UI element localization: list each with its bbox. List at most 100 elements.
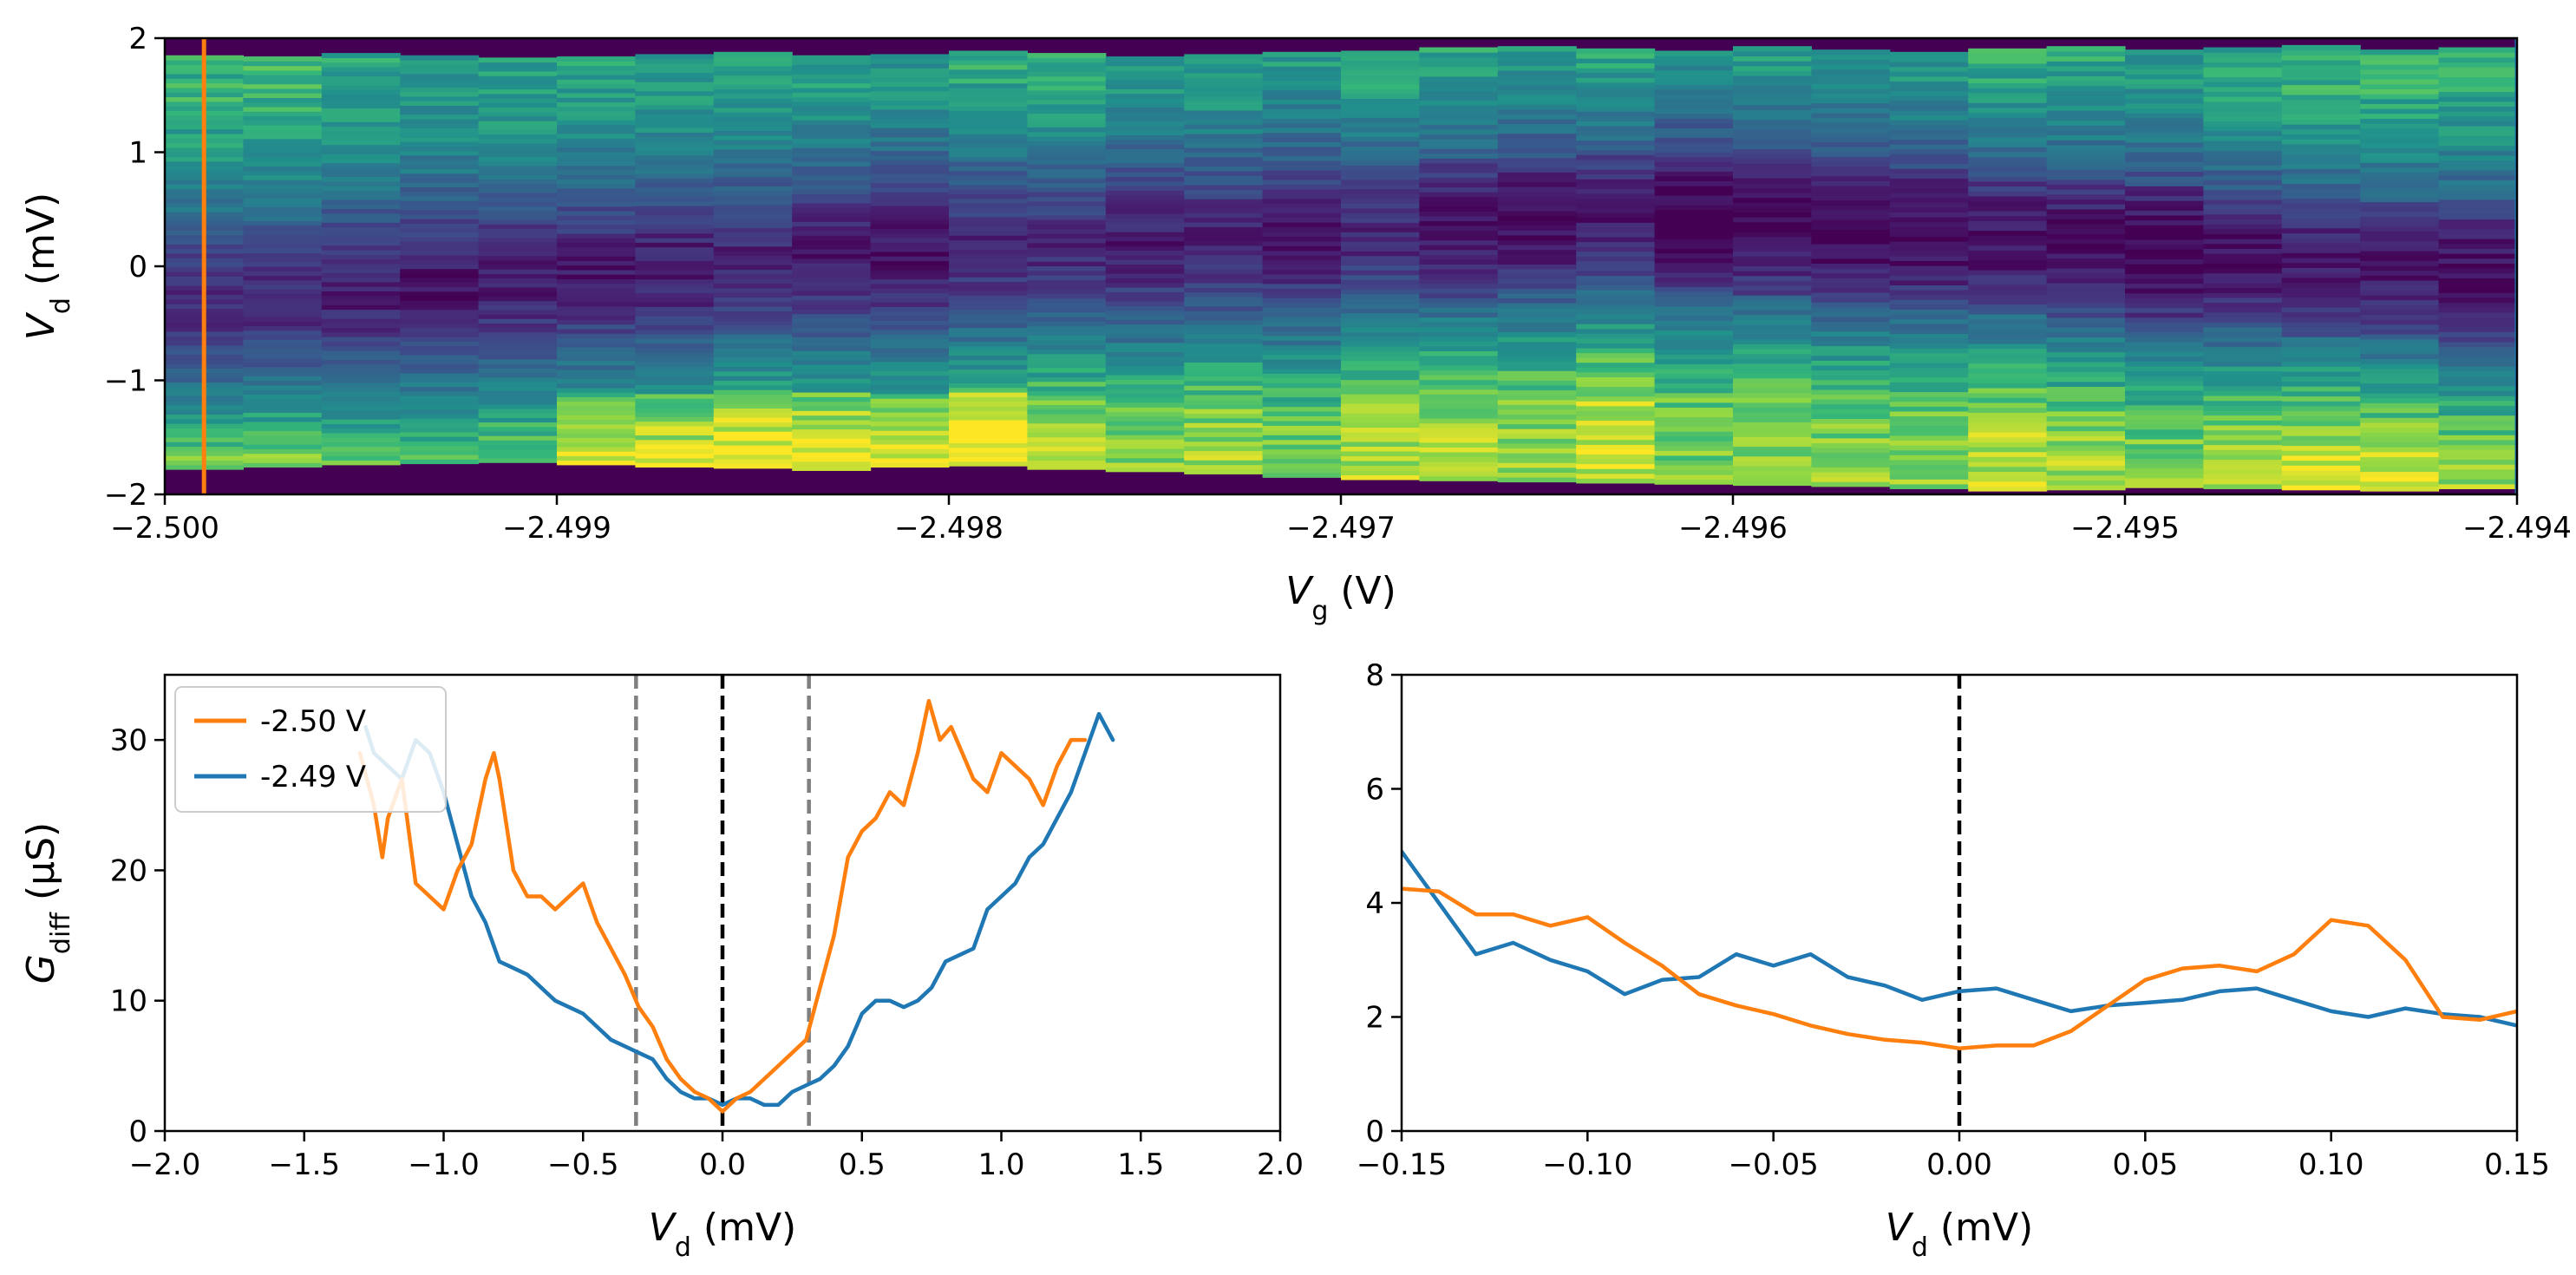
heatmap-cell bbox=[1497, 200, 1577, 206]
heatmap-cell bbox=[1968, 235, 2048, 241]
heatmap-cell bbox=[1733, 70, 1812, 76]
heatmap-cell bbox=[1889, 217, 1969, 223]
heatmap-cell bbox=[870, 270, 950, 275]
heatmap-cell bbox=[1262, 415, 1342, 422]
heatmap-cell bbox=[243, 352, 323, 358]
heatmap-cell bbox=[792, 106, 872, 112]
heatmap-cell bbox=[1027, 386, 1107, 392]
heatmap-cell bbox=[2281, 376, 2361, 382]
heatmap-cell bbox=[321, 94, 401, 100]
heatmap-cell bbox=[1184, 128, 1264, 134]
heatmap-cell bbox=[713, 356, 793, 363]
heatmap-cell bbox=[243, 124, 323, 130]
heatmap-cell bbox=[1576, 391, 1656, 397]
heatmap-cell bbox=[400, 282, 480, 288]
heatmap-cell bbox=[1341, 88, 1420, 95]
heatmap-cell bbox=[1497, 292, 1577, 299]
heatmap-cell bbox=[1105, 324, 1185, 330]
heatmap-cell bbox=[2125, 331, 2204, 337]
heatmap-cell bbox=[321, 258, 401, 265]
heatmap-cell bbox=[1576, 140, 1656, 146]
heatmap-cell bbox=[870, 274, 950, 280]
heatmap-cell bbox=[1654, 271, 1734, 278]
heatmap-cell bbox=[2125, 210, 2204, 216]
heatmap-cell bbox=[478, 214, 558, 220]
heatmap-cell bbox=[1968, 136, 2048, 143]
heatmap-cell bbox=[949, 60, 1028, 66]
heatmap-cell bbox=[870, 366, 950, 371]
heatmap-cell bbox=[1889, 61, 1969, 68]
heatmap-cell bbox=[1341, 293, 1420, 299]
heatmap-cell bbox=[557, 120, 636, 126]
heatmap-cell bbox=[478, 111, 558, 117]
heatmap-cell bbox=[1027, 159, 1107, 165]
heatmap-cell bbox=[1654, 79, 1734, 85]
heatmap-cell bbox=[2360, 167, 2440, 173]
heatmap-cell bbox=[1811, 83, 1891, 89]
heatmap-cell bbox=[949, 253, 1028, 259]
heatmap-cell bbox=[1576, 91, 1656, 98]
heatmap-cell bbox=[2125, 234, 2204, 240]
heatmap-cell bbox=[1105, 407, 1185, 413]
heatmap-cell bbox=[2203, 459, 2283, 465]
heatmap-cell bbox=[1027, 71, 1107, 77]
heatmap-cell bbox=[1654, 349, 1734, 355]
heatmap-cell bbox=[321, 98, 401, 104]
heatmap-cell bbox=[1576, 77, 1656, 83]
heatmap-cell bbox=[243, 412, 323, 418]
heatmap-cell bbox=[243, 444, 323, 449]
heatmap-cell bbox=[1733, 461, 1812, 467]
heatmap-cell bbox=[792, 128, 872, 134]
heatmap-cell bbox=[2438, 184, 2517, 191]
heatmap-cell bbox=[321, 373, 401, 379]
heatmap-cell bbox=[1733, 480, 1812, 487]
heatmap-cell bbox=[400, 232, 480, 238]
heatmap-cell bbox=[2281, 267, 2361, 273]
heatmap-cell bbox=[2125, 156, 2204, 162]
heatmap-cell bbox=[713, 370, 793, 376]
heatmap-cell bbox=[400, 390, 480, 396]
heatmap-cell bbox=[1654, 84, 1734, 90]
heatmap-cell bbox=[2281, 158, 2361, 165]
heatmap-cell bbox=[1184, 329, 1264, 335]
heatmap-cell bbox=[243, 252, 323, 258]
heatmap-cell bbox=[713, 431, 793, 437]
heatmap-cell bbox=[557, 419, 636, 425]
heatmap-cell bbox=[1105, 443, 1185, 449]
heatmap-cell bbox=[1576, 193, 1656, 199]
heatmap-cell bbox=[2203, 395, 2283, 402]
heatmap-cell bbox=[635, 132, 715, 138]
heatmap-cell bbox=[1968, 112, 2048, 118]
heatmap-cell bbox=[243, 389, 323, 395]
heatmap-cell bbox=[1733, 431, 1812, 437]
heatmap-cell bbox=[321, 172, 401, 178]
heatmap-cell bbox=[1889, 313, 1969, 320]
heatmap-cell bbox=[2281, 361, 2361, 367]
heatmap-cell bbox=[2438, 199, 2517, 206]
heatmap-cell bbox=[1341, 165, 1420, 171]
heatmap-cell bbox=[1105, 121, 1185, 127]
heatmap-cell bbox=[1733, 119, 1812, 125]
series-line bbox=[357, 698, 1088, 1114]
x-tick-label: 1.5 bbox=[1117, 1148, 1164, 1182]
heatmap-cell bbox=[1889, 163, 1969, 169]
heatmap-cell bbox=[1184, 147, 1264, 153]
heatmap-cell bbox=[1654, 469, 1734, 475]
heatmap-cell bbox=[1184, 226, 1264, 232]
heatmap-cell bbox=[1262, 226, 1342, 232]
heatmap-cell bbox=[243, 457, 323, 463]
heatmap-cell bbox=[2046, 450, 2126, 456]
heatmap-cell bbox=[243, 170, 323, 176]
heatmap-cell bbox=[2438, 263, 2517, 269]
heatmap-cell bbox=[1419, 394, 1499, 400]
heatmap-cell bbox=[1576, 371, 1656, 377]
heatmap-cell bbox=[2438, 356, 2517, 363]
heatmap-cell bbox=[1968, 195, 2048, 202]
heatmap-cell bbox=[321, 313, 401, 319]
heatmap-cell bbox=[2281, 485, 2361, 491]
heatmap-cell bbox=[1811, 171, 1891, 177]
heatmap-cell bbox=[792, 170, 872, 176]
heatmap-cell bbox=[1027, 131, 1107, 137]
heatmap-cell bbox=[1262, 283, 1342, 289]
heatmap-cell bbox=[243, 311, 323, 317]
